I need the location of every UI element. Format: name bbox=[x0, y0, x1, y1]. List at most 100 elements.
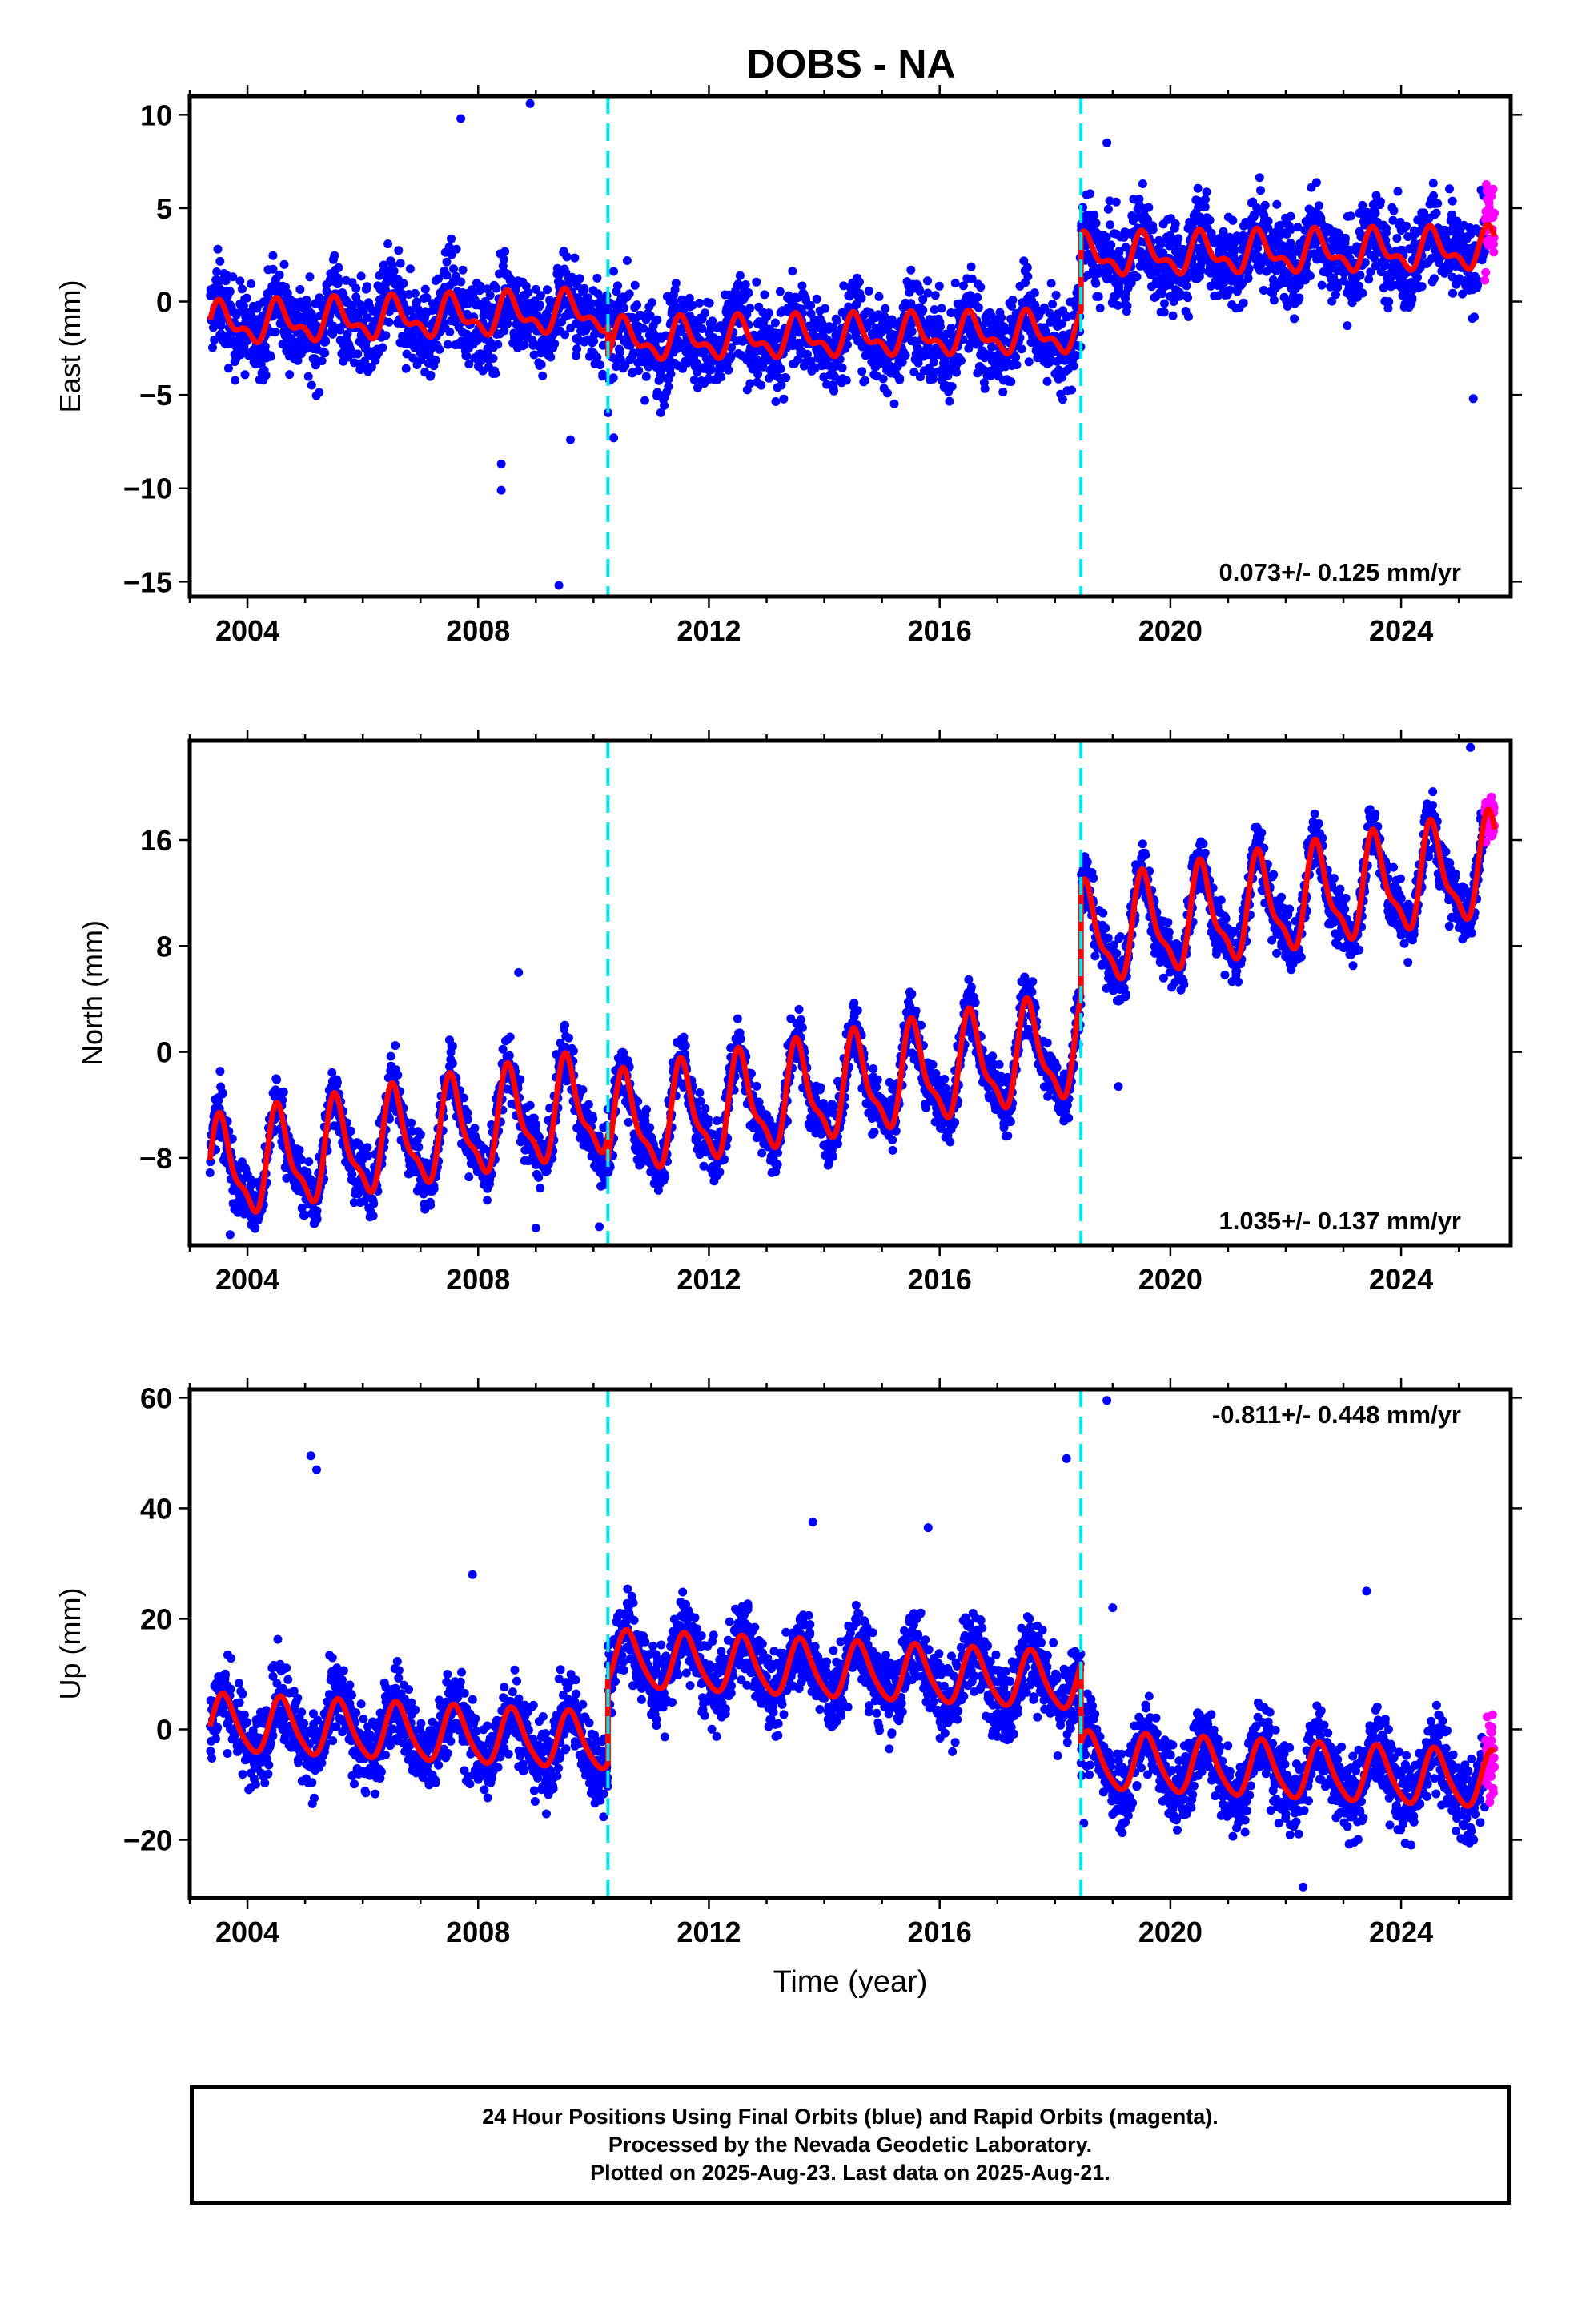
data-point bbox=[671, 279, 681, 288]
data-point bbox=[335, 276, 344, 286]
data-point bbox=[660, 400, 669, 410]
data-point bbox=[934, 281, 944, 291]
data-point bbox=[1048, 300, 1058, 309]
data-point bbox=[1006, 377, 1016, 387]
data-point bbox=[895, 375, 905, 384]
data-point bbox=[297, 1155, 306, 1164]
data-point bbox=[456, 277, 466, 287]
data-point bbox=[608, 373, 618, 383]
data-point bbox=[1340, 235, 1350, 244]
data-point bbox=[1170, 219, 1180, 228]
data-point bbox=[841, 376, 851, 385]
data-point bbox=[706, 323, 716, 332]
data-point bbox=[806, 300, 816, 310]
x-tick-label: 2004 bbox=[215, 614, 279, 647]
data-point bbox=[1094, 292, 1103, 301]
data-point bbox=[1205, 215, 1215, 225]
data-point bbox=[261, 371, 271, 380]
data-point bbox=[598, 369, 608, 379]
data-point bbox=[950, 279, 960, 288]
data-point bbox=[363, 1152, 372, 1161]
data-point bbox=[1017, 344, 1026, 354]
data-point bbox=[1200, 203, 1210, 211]
data-point bbox=[443, 340, 452, 349]
data-point bbox=[215, 256, 225, 266]
data-point bbox=[444, 242, 454, 251]
data-point bbox=[223, 364, 233, 373]
data-point bbox=[575, 274, 584, 283]
data-point bbox=[957, 356, 966, 365]
data-point bbox=[727, 343, 736, 352]
data-point bbox=[305, 272, 315, 282]
data-point bbox=[632, 300, 642, 310]
data-point bbox=[592, 352, 602, 362]
data-point bbox=[697, 324, 707, 333]
data-point bbox=[1311, 178, 1321, 187]
data-point bbox=[434, 274, 443, 283]
data-point bbox=[396, 259, 405, 268]
outlier-point bbox=[496, 485, 506, 495]
data-point bbox=[302, 296, 311, 304]
data-point bbox=[414, 1142, 424, 1152]
outlier-point bbox=[554, 581, 564, 590]
data-point bbox=[379, 260, 388, 270]
data-point bbox=[251, 1224, 260, 1233]
data-point bbox=[483, 1196, 492, 1205]
data-point bbox=[1272, 199, 1282, 209]
data-point bbox=[1008, 296, 1018, 304]
y-tick-label: −5 bbox=[139, 379, 172, 412]
data-point bbox=[878, 374, 888, 384]
y-tick-label: 0 bbox=[156, 286, 172, 319]
rapid-point bbox=[1488, 184, 1498, 194]
outlier-point bbox=[496, 459, 506, 468]
data-point bbox=[492, 283, 501, 293]
data-point bbox=[1103, 204, 1113, 214]
data-point bbox=[368, 1211, 378, 1220]
data-point bbox=[906, 265, 916, 275]
data-point bbox=[613, 281, 622, 291]
data-point bbox=[536, 300, 545, 310]
data-point bbox=[278, 340, 287, 349]
data-point bbox=[1138, 179, 1147, 188]
rapid-point bbox=[1489, 247, 1499, 257]
data-point bbox=[225, 287, 235, 296]
data-point bbox=[532, 1120, 540, 1129]
data-point bbox=[572, 344, 582, 354]
data-point bbox=[1069, 361, 1078, 371]
data-point bbox=[426, 1200, 436, 1210]
data-point bbox=[1111, 197, 1121, 207]
data-point bbox=[383, 239, 393, 249]
data-point bbox=[788, 267, 797, 276]
data-point bbox=[560, 330, 570, 340]
x-tick-label: 2016 bbox=[908, 614, 972, 647]
data-point bbox=[753, 369, 763, 379]
outlier-point bbox=[525, 99, 535, 108]
data-point bbox=[1376, 197, 1385, 207]
data-point bbox=[394, 246, 404, 255]
data-point bbox=[272, 1075, 282, 1084]
data-point bbox=[1148, 225, 1158, 235]
outlier-point bbox=[456, 114, 466, 123]
data-point bbox=[477, 356, 487, 365]
y-tick-label: −15 bbox=[123, 565, 172, 598]
data-point bbox=[1413, 273, 1422, 283]
data-point bbox=[311, 360, 320, 370]
data-point bbox=[980, 384, 990, 393]
data-point bbox=[208, 343, 217, 352]
data-point bbox=[534, 1132, 544, 1142]
data-point bbox=[1389, 206, 1399, 215]
data-point bbox=[1333, 283, 1343, 292]
data-point bbox=[564, 1033, 573, 1043]
data-point bbox=[1255, 173, 1264, 183]
data-point bbox=[998, 388, 1008, 396]
data-point bbox=[1239, 298, 1248, 308]
data-point bbox=[216, 321, 226, 331]
data-point bbox=[881, 304, 890, 313]
data-point bbox=[1428, 179, 1438, 188]
data-point bbox=[855, 277, 864, 287]
rate-annotation: 0.073+/- 0.125 mm/yr bbox=[1219, 558, 1461, 586]
data-point bbox=[708, 316, 717, 326]
data-point bbox=[531, 284, 540, 294]
data-point bbox=[588, 1114, 598, 1124]
